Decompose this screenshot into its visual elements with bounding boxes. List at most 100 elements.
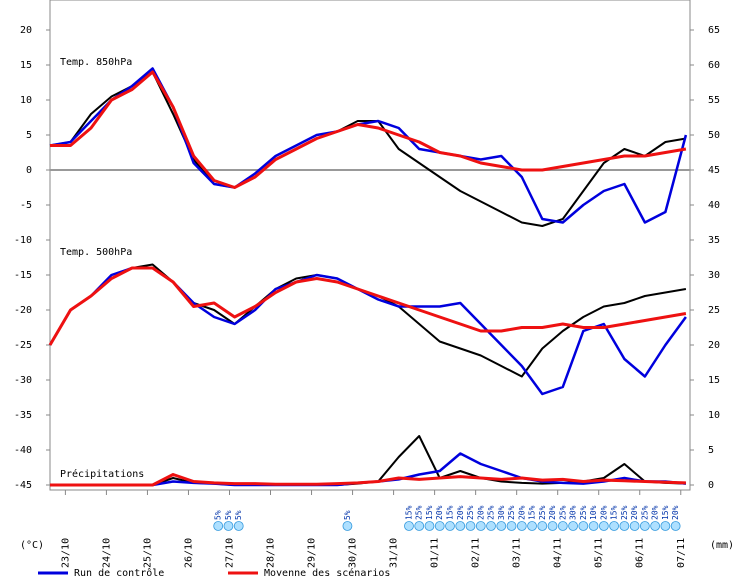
panel-label: Temp. 500hPa xyxy=(60,247,132,258)
x-tick-label: 24/10 xyxy=(101,538,112,568)
snow-flake xyxy=(619,521,630,531)
x-tick-label: 29/10 xyxy=(307,538,318,568)
snow-probability: 20% xyxy=(630,505,639,520)
legend-label: Moyenne des scénarios xyxy=(264,567,390,576)
x-tick-label: 27/10 xyxy=(224,538,235,568)
y2-tick-label: 20 xyxy=(708,340,720,351)
series-line xyxy=(48,266,687,396)
snow-probability: 5% xyxy=(343,510,352,520)
x-tick-label: 06/11 xyxy=(635,538,646,568)
x-tick-label: 30/10 xyxy=(348,538,359,568)
y-tick-label: 0 xyxy=(26,165,32,176)
snow-flake xyxy=(506,521,517,531)
y2-tick-label: 5 xyxy=(708,445,714,456)
snow-probability: 25% xyxy=(640,505,649,520)
y2-tick-label: 35 xyxy=(708,235,720,246)
snow-probability: 30% xyxy=(497,505,506,520)
snow-icon xyxy=(609,521,620,531)
snow-probability: 25% xyxy=(558,505,567,520)
legend-label: Run de contrôle xyxy=(74,567,164,576)
snow-icon xyxy=(547,521,558,531)
snow-icon xyxy=(619,521,630,531)
snow-icon xyxy=(568,521,578,531)
snow-icon xyxy=(404,521,414,531)
snow-probability: 25% xyxy=(466,505,475,520)
snow-flake xyxy=(342,521,353,531)
snow-probability: 20% xyxy=(599,505,608,520)
snow-flake xyxy=(650,521,661,531)
snow-flake xyxy=(223,521,234,531)
snow-flake xyxy=(527,521,537,531)
snow-flake xyxy=(434,521,445,531)
x-tick-label: 28/10 xyxy=(266,538,277,568)
snow-probability: 5% xyxy=(234,510,243,520)
panel-label: Temp. 850hPa xyxy=(60,57,132,68)
snow-probability: 15% xyxy=(446,505,455,520)
snow-flake xyxy=(670,521,681,531)
snow-flake xyxy=(404,521,414,531)
snow-probability: 5% xyxy=(214,510,223,520)
series-line xyxy=(50,70,687,189)
snow-probability: 20% xyxy=(435,505,444,520)
snow-flake xyxy=(455,521,466,531)
snow-probability: 15% xyxy=(610,505,619,520)
plot-frame xyxy=(49,0,691,491)
y-tick-label: -35 xyxy=(14,410,32,421)
series-line xyxy=(49,67,688,224)
y2-axis-label: (mm) xyxy=(710,540,734,551)
y2-tick-label: 40 xyxy=(708,200,720,211)
snow-flake xyxy=(496,521,507,531)
snow-probability: 25% xyxy=(538,505,547,520)
snow-icon xyxy=(506,521,517,531)
x-tick-label: 07/11 xyxy=(676,538,687,568)
snow-icon xyxy=(629,521,640,531)
snow-icon xyxy=(424,521,435,531)
y2-tick-label: 50 xyxy=(708,130,720,141)
y2-tick-label: 0 xyxy=(708,480,714,491)
snow-probability: 25% xyxy=(507,505,516,520)
x-tick-label: 23/10 xyxy=(60,538,71,568)
snow-flake xyxy=(486,521,496,531)
y2-tick-label: 15 xyxy=(708,375,720,386)
snow-flake xyxy=(475,521,486,531)
snow-icon xyxy=(213,521,224,531)
x-tick-label: 05/11 xyxy=(594,538,605,568)
snow-probability: 30% xyxy=(569,505,578,520)
snow-icon xyxy=(670,521,681,531)
x-tick-label: 25/10 xyxy=(142,538,153,568)
snow-flake xyxy=(598,521,609,531)
snow-flake xyxy=(578,521,589,531)
y-tick-label: -10 xyxy=(14,235,32,246)
snow-probability: 25% xyxy=(579,505,588,520)
snow-flake xyxy=(414,521,425,531)
snow-icon xyxy=(465,521,476,531)
snow-icon xyxy=(516,521,527,531)
series-line xyxy=(50,473,686,487)
y-tick-label: -40 xyxy=(14,445,32,456)
snow-flake xyxy=(639,521,650,531)
snow-icon xyxy=(434,521,445,531)
snow-probability: 20% xyxy=(456,505,465,520)
y2-tick-label: 10 xyxy=(708,410,720,421)
y2-tick-label: 30 xyxy=(708,270,720,281)
snow-icon xyxy=(223,521,234,531)
snow-probability: 20% xyxy=(476,505,485,520)
y-tick-label: 10 xyxy=(20,95,32,106)
snow-icon xyxy=(233,521,244,531)
snow-flake xyxy=(233,521,244,531)
snow-icon xyxy=(496,521,507,531)
snow-icon xyxy=(537,521,548,531)
snow-probability: 5% xyxy=(224,510,233,520)
snow-probability: 20% xyxy=(671,505,680,520)
panel-label: Précipitations xyxy=(60,468,144,480)
series-line xyxy=(48,266,687,346)
snow-probability: 20% xyxy=(517,505,526,520)
snow-flake xyxy=(213,521,224,531)
snow-icon xyxy=(455,521,466,531)
snow-flake xyxy=(424,521,435,531)
y-tick-label: -20 xyxy=(14,305,32,316)
snow-icon xyxy=(578,521,589,531)
snow-probability: 10% xyxy=(589,505,598,520)
snow-flake xyxy=(445,521,455,531)
y-tick-label: 20 xyxy=(20,25,32,36)
